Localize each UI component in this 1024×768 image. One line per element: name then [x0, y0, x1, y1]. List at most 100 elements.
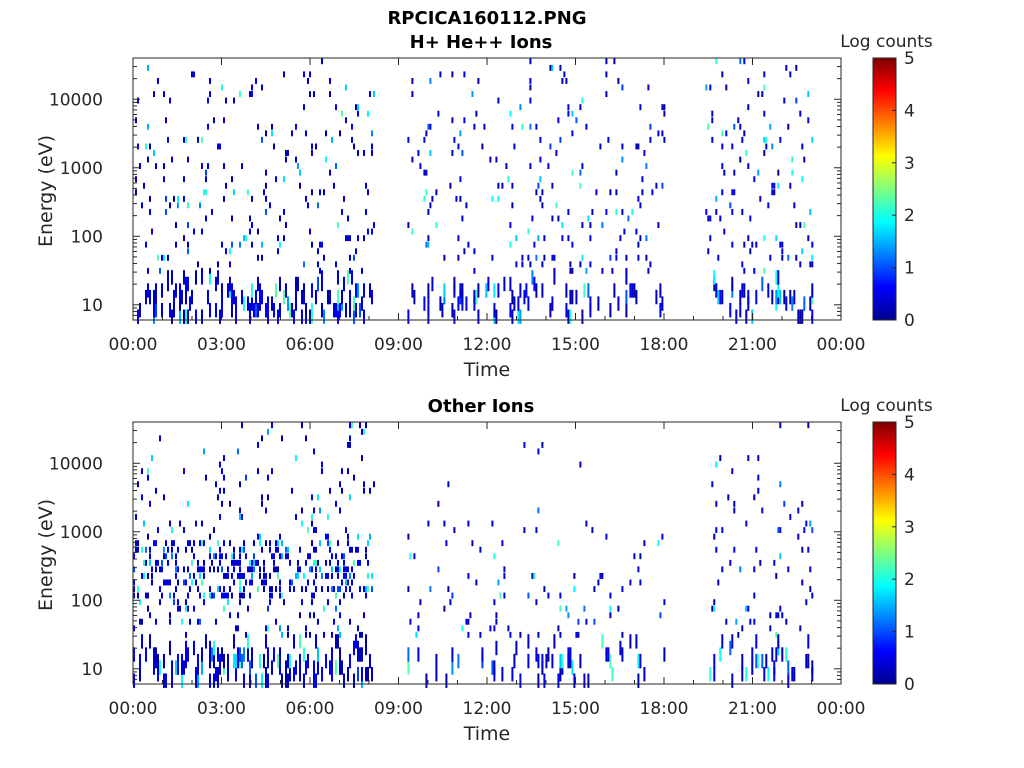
spectrogram-pixel [777, 270, 780, 285]
spectrogram-pixel [649, 136, 652, 143]
spectrogram-pixel [779, 605, 782, 612]
spectrogram-pixel [303, 104, 305, 111]
spectrogram-pixel [361, 667, 363, 682]
spectrogram-pixel [287, 553, 289, 560]
spectrogram-pixel [203, 599, 205, 606]
spectrogram-pixel [305, 195, 307, 202]
spectrogram-pixel [497, 283, 500, 298]
spectrogram-pixel [769, 612, 772, 619]
spectrogram-pixel [191, 559, 193, 566]
spectrogram-pixel [265, 303, 267, 318]
spectrogram-pixel [315, 566, 317, 573]
spectrogram-pixel [317, 248, 319, 255]
spectrogram-pixel [347, 235, 349, 242]
spectrogram-pixel [443, 283, 446, 298]
spectrogram-pixel [769, 123, 772, 130]
spectrogram-pixel [227, 566, 229, 573]
spectrogram-pixel [157, 653, 159, 669]
spectrogram-pixel [349, 422, 351, 429]
spectrogram-pixel [143, 520, 145, 527]
spectrogram-pixel [779, 241, 782, 248]
spectrogram-pixel [161, 559, 163, 566]
spectrogram-pixel [273, 566, 275, 573]
spectrogram-pixel [347, 270, 349, 285]
spectrogram-pixel [357, 150, 359, 156]
spectrogram-pixel [269, 540, 271, 547]
spectrogram-pixel [475, 579, 478, 586]
spectrogram-pixel [493, 660, 496, 675]
spectrogram-pixel [533, 276, 536, 292]
spectrogram-pixel [309, 228, 311, 235]
spectrogram-pixel [595, 189, 598, 196]
spectrogram-pixel [739, 123, 742, 130]
spectrogram-pixel [799, 625, 802, 632]
spectrogram-pixel [345, 527, 347, 533]
spectrogram-pixel [521, 261, 524, 268]
spectrogram-pixel [233, 653, 235, 669]
spectrogram-pixel [163, 579, 165, 586]
spectrogram-pixel [635, 289, 638, 305]
spectrogram-pixel [615, 209, 618, 215]
spectrogram-pixel [269, 573, 271, 579]
spectrogram-pixel [635, 228, 638, 235]
spectrogram-pixel [133, 553, 135, 560]
spectrogram-pixel [133, 673, 135, 688]
spectrogram-pixel [361, 296, 363, 311]
spectrogram-pixel [543, 254, 546, 261]
spectrogram-pixel [335, 634, 337, 649]
spectrogram-pixel [417, 647, 420, 662]
spectrogram-pixel [573, 673, 576, 688]
spectrogram-pixel [237, 612, 239, 619]
spectrogram-pixel [457, 254, 460, 261]
spectrogram-pixel [499, 592, 502, 599]
spectrogram-pixel [771, 143, 774, 150]
spectrogram-pixel [811, 254, 814, 261]
spectrogram-pixel [361, 455, 363, 461]
spectrogram-pixel [775, 573, 778, 579]
spectrogram-pixel [187, 222, 189, 228]
spectrogram-pixel [179, 309, 181, 324]
spectrogram-pixel [363, 283, 365, 298]
spectrogram-pixel [171, 540, 173, 547]
spectrogram-pixel [425, 241, 428, 248]
spectrogram-pixel [133, 647, 135, 662]
spectrogram-pixel [323, 309, 325, 324]
spectrogram-pixel [535, 283, 538, 298]
spectrogram-pixel [787, 566, 790, 573]
spectrogram-pixel [489, 625, 492, 632]
spectrogram-pixel [453, 136, 456, 143]
spectrogram-pixel [791, 169, 794, 176]
spectrogram-pixel [419, 599, 422, 606]
spectrogram-pixel [465, 618, 468, 625]
spectrogram-pixel [225, 592, 227, 599]
spectrogram-pixel [155, 566, 157, 573]
spectrogram-pixel [303, 71, 305, 78]
spectrogram-pixel [755, 634, 758, 649]
spectrogram-pixel [239, 514, 241, 520]
spectrogram-pixel [527, 228, 530, 235]
spectrogram-pixel [597, 579, 600, 586]
spectrogram-pixel [647, 84, 650, 91]
spectrogram-pixel [639, 579, 642, 586]
spectrogram-pixel [497, 97, 500, 104]
spectrogram-pixel [541, 261, 544, 268]
spectrogram-pixel [763, 110, 766, 117]
spectrogram-pixel [349, 289, 351, 305]
spectrogram-pixel [509, 631, 512, 638]
spectrogram-pixel [181, 289, 183, 305]
spectrogram-pixel [597, 296, 600, 311]
spectrogram-pixel [335, 553, 337, 560]
spectrogram-pixel [215, 553, 217, 560]
spectrogram-pixel [569, 309, 572, 324]
spectrogram-pixel [367, 559, 369, 566]
spectrogram-pixel [237, 573, 239, 579]
spectrogram-pixel [569, 289, 572, 305]
spectrogram-pixel [625, 289, 628, 305]
colorbar-tick-label: 1 [904, 259, 915, 279]
spectrogram-pixel [775, 647, 778, 662]
spectrogram-pixel [289, 667, 291, 682]
spectrogram-pixel [445, 673, 448, 688]
spectrogram-pixel [501, 182, 504, 189]
spectrogram-pixel [309, 71, 311, 78]
spectrogram-pixel [495, 309, 498, 324]
